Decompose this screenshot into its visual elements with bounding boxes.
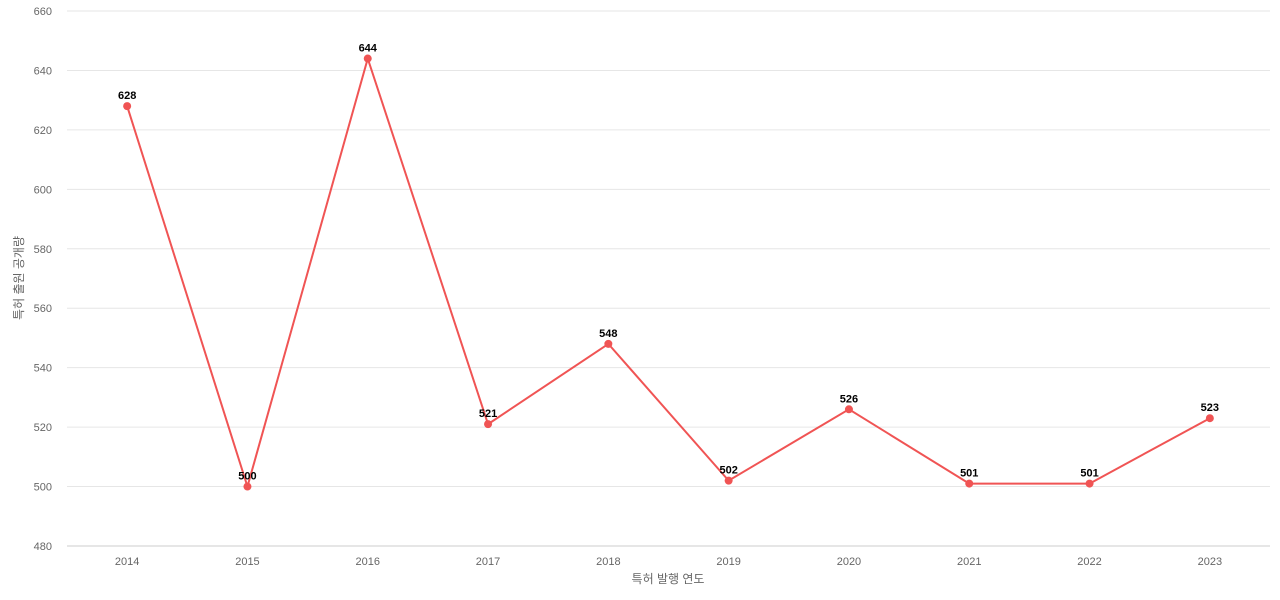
data-label: 526 [840,393,858,405]
data-point [243,482,252,491]
data-point [363,54,372,63]
x-tick-label: 2017 [476,556,500,568]
data-label: 501 [960,468,978,480]
data-point [123,102,132,111]
data-point [965,479,974,488]
data-point [1205,414,1214,423]
data-label: 628 [118,90,136,102]
data-point [604,339,613,348]
y-tick-label: 660 [34,6,52,18]
series-line [126,55,1211,491]
series-layer [123,54,1214,491]
y-tick-label: 620 [34,125,52,137]
data-label: 501 [1080,468,1098,480]
y-tick-label: 480 [34,541,52,553]
y-tick-label: 500 [34,482,52,494]
x-tick-label: 2016 [356,556,380,568]
x-tick-label: 2014 [115,556,139,568]
y-axis-title: 특허 출원 공개량 [12,236,26,320]
data-label: 548 [599,328,617,340]
x-tick-label: 2022 [1077,556,1101,568]
y-tick-label: 640 [34,65,52,77]
x-tick-label: 2018 [596,556,620,568]
data-labels: 628 500 644 521 548 502 526 501 501 523 [118,43,1219,483]
y-tick-label: 560 [34,303,52,315]
y-tick-label: 520 [34,422,52,434]
x-tick-label: 2023 [1198,556,1222,568]
x-tick-label: 2015 [235,556,259,568]
gridlines [67,10,1270,547]
y-tick-label: 600 [34,184,52,196]
y-axis-ticks: 480 500 520 540 560 580 600 620 640 660 [34,6,52,553]
x-axis-ticks: 2014 2015 2016 2017 2018 2019 2020 2021 2022 2023 [115,556,1222,568]
data-label: 502 [719,465,737,477]
data-point [1085,479,1094,488]
x-tick-label: 2020 [837,556,861,568]
y-tick-label: 540 [34,363,52,375]
data-label: 644 [359,43,378,55]
y-tick-label: 580 [34,244,52,256]
x-axis-title: 특허 발행 연도 [632,571,705,586]
x-tick-label: 2019 [716,556,740,568]
data-point [724,476,733,485]
data-label: 523 [1201,402,1219,414]
data-label: 521 [479,408,497,420]
x-tick-label: 2021 [957,556,981,568]
data-point [484,420,493,429]
data-label: 500 [238,471,256,483]
data-point [844,405,853,414]
